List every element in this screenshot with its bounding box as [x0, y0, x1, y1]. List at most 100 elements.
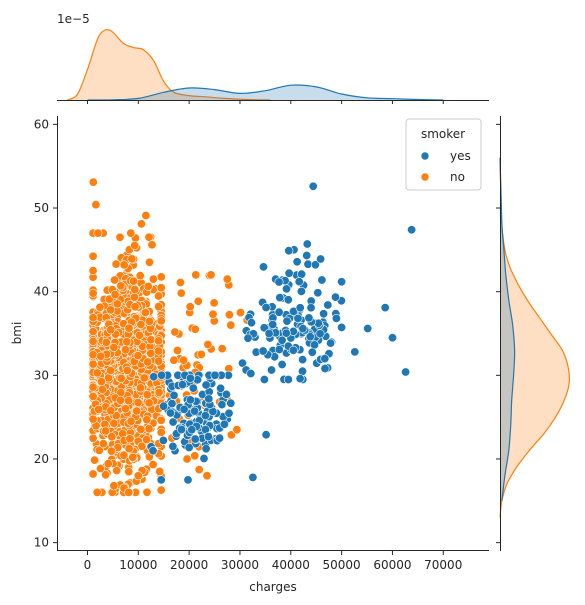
scatter-point-yes: [210, 370, 220, 380]
scatter-point-yes: [177, 424, 187, 434]
x-tick-label: 0: [84, 558, 92, 572]
scatter-point-yes: [288, 345, 298, 355]
scatter-point-no: [93, 228, 103, 238]
scatter-point-yes: [293, 313, 303, 323]
scatter-point-yes: [330, 292, 340, 302]
scatter-point-no: [92, 368, 102, 378]
scatter-point-no: [88, 414, 98, 424]
scatter-point-no: [88, 266, 98, 276]
y-tick-label: 10: [34, 536, 49, 550]
scatter-point-no: [142, 435, 152, 445]
scatter-point-no: [176, 288, 186, 298]
scatter-point-no: [136, 424, 146, 434]
scatter-point-yes: [266, 365, 276, 375]
right-marginal: [496, 116, 571, 551]
legend-label-no: no: [450, 170, 465, 184]
scatter-point-yes: [363, 323, 373, 333]
scatter-point-no: [103, 459, 113, 469]
scatter-point-yes: [248, 472, 258, 482]
scatter-point-no: [206, 270, 216, 280]
scatter-point-yes: [264, 328, 274, 338]
scatter-point-yes: [331, 313, 341, 323]
scatter-point-no: [170, 327, 180, 337]
scatter-point-no: [109, 481, 119, 491]
y-axis-ticks: 10 20 30 40 50 60: [34, 117, 57, 550]
scatter-point-no: [88, 336, 98, 346]
top-marginal: 1e−5: [57, 12, 489, 104]
scatter-point-no: [112, 299, 122, 309]
legend-title: smoker: [421, 127, 465, 141]
scatter-point-no: [106, 365, 116, 375]
scatter-point-yes: [315, 329, 325, 339]
scatter-point-yes: [295, 374, 305, 384]
scatter-point-yes: [407, 225, 417, 235]
scatter-point-no: [111, 259, 121, 269]
top-kde-line-no: [66, 28, 271, 101]
scatter-point-no: [156, 316, 166, 326]
scatter-point-yes: [157, 370, 167, 380]
scatter-point-yes: [298, 355, 308, 365]
scatter-point-no: [208, 309, 218, 319]
scatter-point-no: [139, 373, 149, 383]
scatter-point-yes: [305, 332, 315, 342]
scatter-point-no: [92, 487, 102, 497]
legend-label-yes: yes: [450, 149, 471, 163]
scatter-point-yes: [258, 346, 268, 356]
scatter-point-yes: [337, 277, 347, 287]
scatter-point-no: [144, 424, 154, 434]
scatter-point-yes: [304, 313, 314, 323]
scatter-point-yes: [216, 383, 226, 393]
scatter-point-no: [121, 345, 131, 355]
scatter-point-no: [126, 416, 136, 426]
scatter-point-yes: [302, 251, 312, 261]
scatter-point-yes: [284, 268, 294, 278]
scatter-point-no: [127, 254, 137, 264]
scatter-point-no: [130, 302, 140, 312]
scatter-point-no: [209, 298, 219, 308]
y-axis-label: bmi: [10, 322, 24, 345]
scatter-point-no: [179, 355, 189, 365]
scatter-point-no: [110, 275, 120, 285]
scatter-point-no: [101, 426, 111, 436]
legend-frame: [405, 118, 482, 191]
scatter-point-yes: [274, 277, 284, 287]
scatter-point-no: [148, 274, 158, 284]
scatter-point-no: [106, 325, 116, 335]
scatter-point-yes: [201, 444, 211, 454]
scatter-point-yes: [159, 401, 169, 411]
scatter-point-no: [142, 415, 152, 425]
scatter-point-yes: [337, 322, 347, 332]
scatter-point-yes: [201, 380, 211, 390]
scatter-point-no: [154, 336, 164, 346]
scatter-point-no: [130, 284, 140, 294]
scatter-point-yes: [277, 359, 287, 369]
scatter-point-yes: [319, 309, 329, 319]
scatter-point-yes: [166, 408, 176, 418]
top-marginal-ticks: [86, 100, 444, 104]
scatter-point-yes: [326, 338, 336, 348]
scatter-point-yes: [303, 259, 313, 269]
scatter-point-yes: [261, 430, 271, 440]
scatter-point-no: [190, 451, 200, 461]
scatter-point-no: [224, 310, 234, 320]
scatter-point-no: [156, 272, 166, 282]
scatter-point-yes: [246, 368, 256, 378]
scatter-point-yes: [401, 367, 411, 377]
scatter-point-no: [143, 357, 153, 367]
scatter-point-yes: [350, 347, 360, 357]
scatter-point-no: [119, 260, 129, 270]
right-kde-line-yes: [499, 157, 516, 501]
x-tick-label: 60000: [373, 558, 411, 572]
scatter-point-no: [101, 337, 111, 347]
x-tick-label: 30000: [221, 558, 259, 572]
scatter-point-no: [156, 283, 166, 293]
scatter-point-yes: [190, 406, 200, 416]
scatter-point-no: [226, 430, 236, 440]
scatter-point-no: [88, 251, 98, 261]
scatter-point-no: [97, 384, 107, 394]
scatter-point-yes: [199, 453, 209, 463]
scatter-point-no: [232, 425, 242, 435]
scatter-point-no: [106, 305, 116, 315]
scatter-point-no: [88, 327, 98, 337]
scatter-point-no: [88, 288, 98, 298]
